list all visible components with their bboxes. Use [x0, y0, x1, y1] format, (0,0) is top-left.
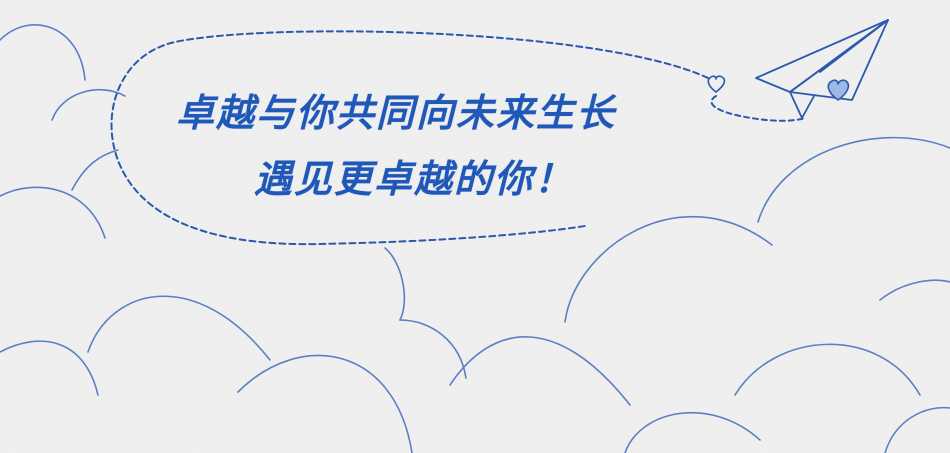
- cloud-arc: [449, 336, 631, 406]
- cloud-arc: [734, 343, 921, 396]
- cloud-arc: [237, 354, 413, 453]
- headline-line-2: 遇见更卓越的你！: [254, 157, 575, 201]
- cloud-arc: [757, 136, 950, 223]
- cloud-arc: [0, 340, 99, 396]
- cloud-arc: [0, 186, 106, 239]
- heart-outline-icon: [707, 75, 726, 93]
- cloud-arc: [879, 279, 950, 301]
- flight-trail: [710, 95, 807, 122]
- cloud-arc: [564, 215, 773, 323]
- heart-icon: [827, 79, 850, 101]
- speech-bubble-outline: [110, 30, 709, 246]
- cloud-arc: [0, 24, 86, 81]
- cloud-arc: [624, 411, 761, 453]
- headline-line-1: 卓越与你共同向未来生长: [176, 91, 617, 135]
- cloud-arc: [87, 295, 271, 361]
- paper-plane-icon: [755, 19, 889, 119]
- cloud-arc: [384, 247, 406, 321]
- cloud-arc: [51, 88, 126, 121]
- cloud-arc: [399, 319, 467, 379]
- cloud-arc: [884, 406, 950, 453]
- cloud-arc: [71, 149, 119, 191]
